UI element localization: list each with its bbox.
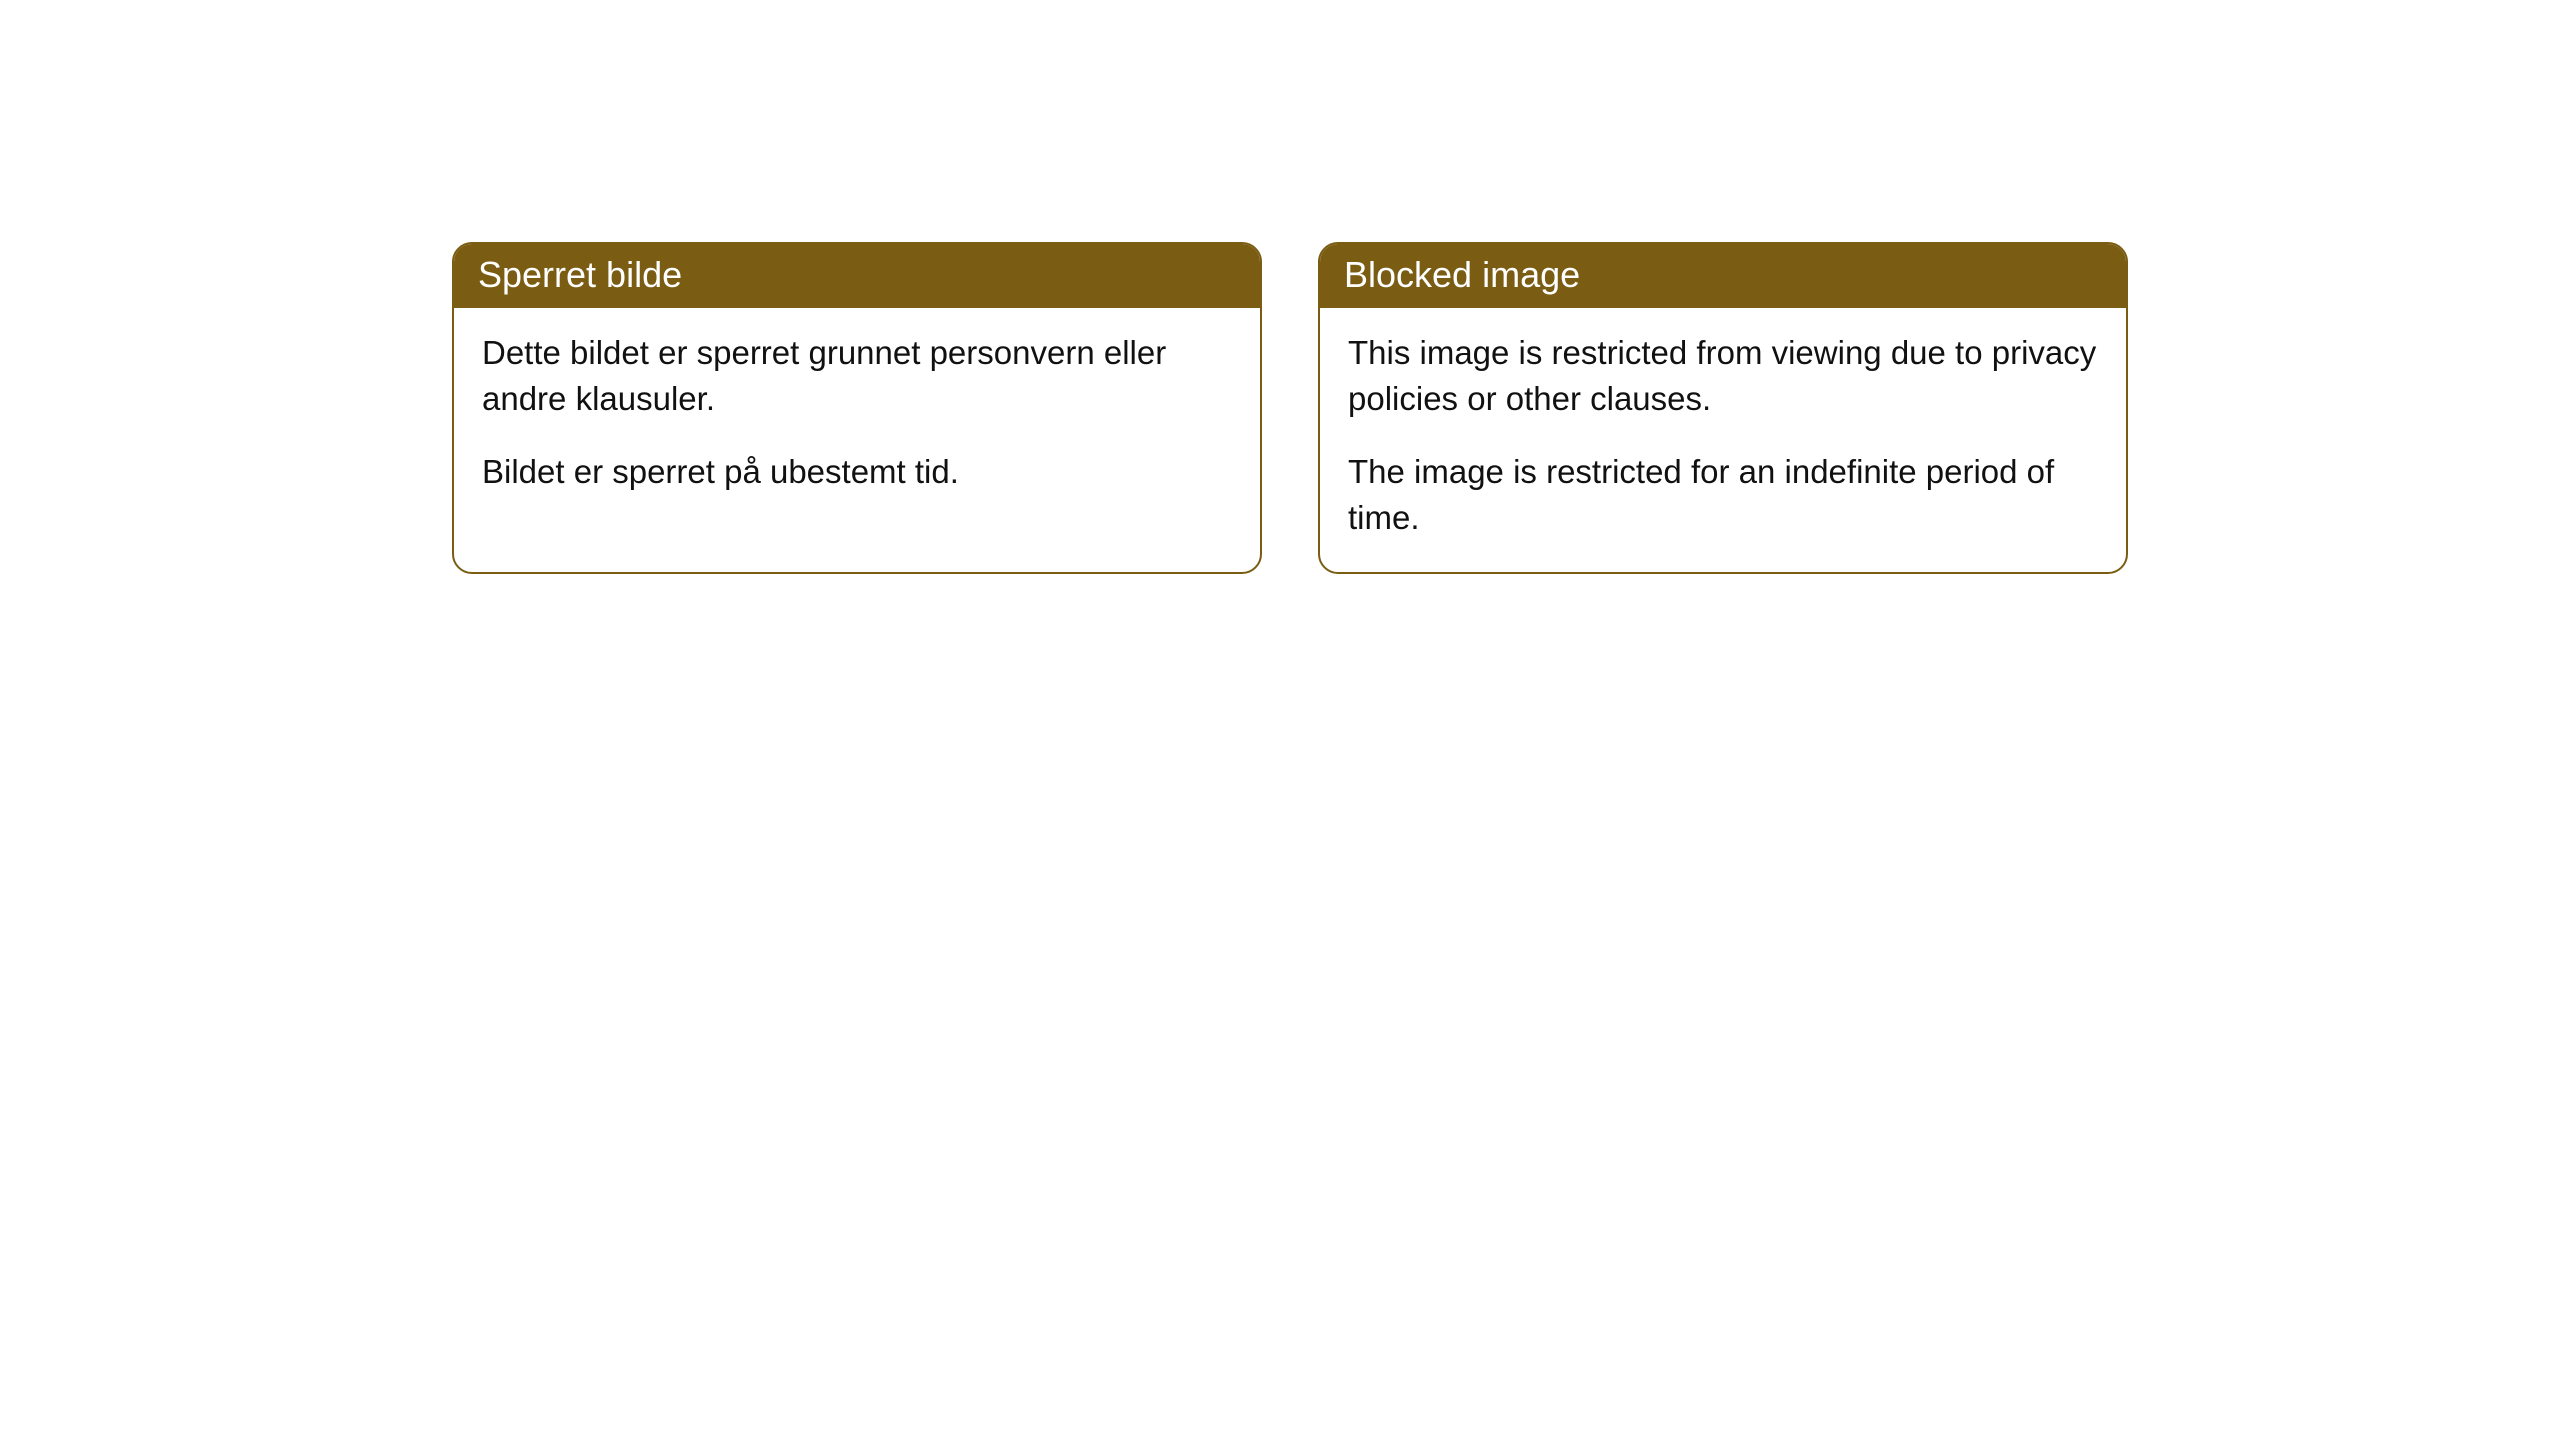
notice-card-norwegian: Sperret bilde Dette bildet er sperret gr… — [452, 242, 1262, 574]
card-header-norwegian: Sperret bilde — [454, 244, 1260, 308]
notice-paragraph: Dette bildet er sperret grunnet personve… — [482, 330, 1232, 421]
notice-paragraph: Bildet er sperret på ubestemt tid. — [482, 449, 1232, 495]
card-body-norwegian: Dette bildet er sperret grunnet personve… — [454, 308, 1260, 527]
notice-paragraph: The image is restricted for an indefinit… — [1348, 449, 2098, 540]
notice-container: Sperret bilde Dette bildet er sperret gr… — [0, 0, 2560, 574]
notice-paragraph: This image is restricted from viewing du… — [1348, 330, 2098, 421]
notice-card-english: Blocked image This image is restricted f… — [1318, 242, 2128, 574]
card-header-english: Blocked image — [1320, 244, 2126, 308]
card-body-english: This image is restricted from viewing du… — [1320, 308, 2126, 572]
